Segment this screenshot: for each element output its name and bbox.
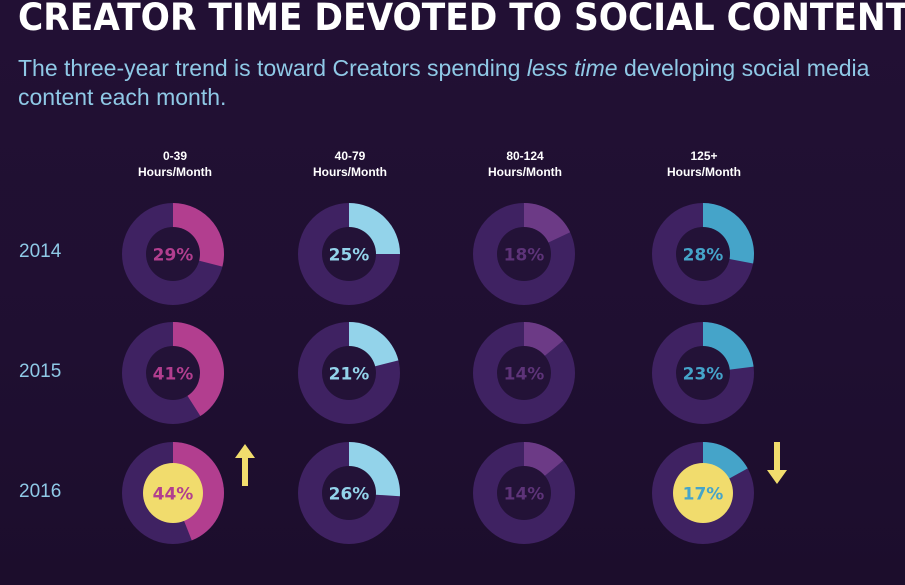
column-header-unit: Hours/Month [313,165,387,179]
subtitle-text-end: developing social media content each mon… [18,55,870,110]
donut-hole [322,466,376,520]
donut-value-label: 29% [153,246,194,266]
row-label-2015: 2015 [19,361,62,382]
donut-value-label: 14% [504,365,545,385]
row-label-2014: 2014 [19,241,62,262]
donut-hole [146,227,200,281]
donut-2016-col-0: 44% [122,442,224,544]
donut-hole [497,227,551,281]
donut-highlight [143,463,203,523]
subtitle-text-start: The three-year trend is toward Creators … [18,55,527,81]
donut-hole [676,346,730,400]
donut-value-label: 17% [683,485,724,505]
chart-subtitle: The three-year trend is toward Creators … [18,54,898,112]
column-header-0-39: 0-39 Hours/Month [110,148,240,180]
donut-value-label: 41% [153,365,194,385]
donut-value-label: 14% [504,485,545,505]
donut-hole [322,346,376,400]
column-header-range: 80-124 [506,149,544,163]
donut-2014-col-2: 18% [473,203,575,305]
column-header-unit: Hours/Month [667,165,741,179]
donut-value-label: 21% [329,365,370,385]
donut-hole [676,227,730,281]
donut-2015-col-2: 14% [473,322,575,424]
donut-hole [497,466,551,520]
donut-hole [497,346,551,400]
donut-value-label: 44% [153,485,194,505]
subtitle-emphasis: less time [526,55,618,81]
donut-value-label: 23% [683,365,724,385]
column-header-range: 0-39 [162,149,188,163]
column-header-unit: Hours/Month [488,165,562,179]
donut-highlight [673,463,733,523]
donut-2014-col-0: 29% [122,203,224,305]
arrow-down-icon [767,442,787,484]
donut-value-label: 18% [504,246,545,266]
arrow-up-icon [235,444,255,486]
chart-title: CREATOR TIME DEVOTED TO SOCIAL CONTENT [18,0,905,39]
row-label-2016: 2016 [19,481,62,502]
column-header-125-plus: 125+ Hours/Month [639,148,769,180]
donut-2016-col-2: 14% [473,442,575,544]
donut-2016-col-1: 26% [298,442,400,544]
donut-2015-col-1: 21% [298,322,400,424]
donut-2014-col-1: 25% [298,203,400,305]
donut-value-label: 26% [329,485,370,505]
column-header-unit: Hours/Month [138,165,212,179]
donut-2015-col-0: 41% [122,322,224,424]
donut-2016-col-3: 17% [652,442,754,544]
donut-2015-col-3: 23% [652,322,754,424]
donut-hole [322,227,376,281]
column-header-40-79: 40-79 Hours/Month [285,148,415,180]
donut-2014-col-3: 28% [652,203,754,305]
column-header-80-124: 80-124 Hours/Month [460,148,590,180]
donut-value-label: 25% [329,246,370,266]
donut-value-label: 28% [683,246,724,266]
donut-hole [146,346,200,400]
column-header-range: 40-79 [334,149,366,163]
column-header-range: 125+ [690,149,718,163]
